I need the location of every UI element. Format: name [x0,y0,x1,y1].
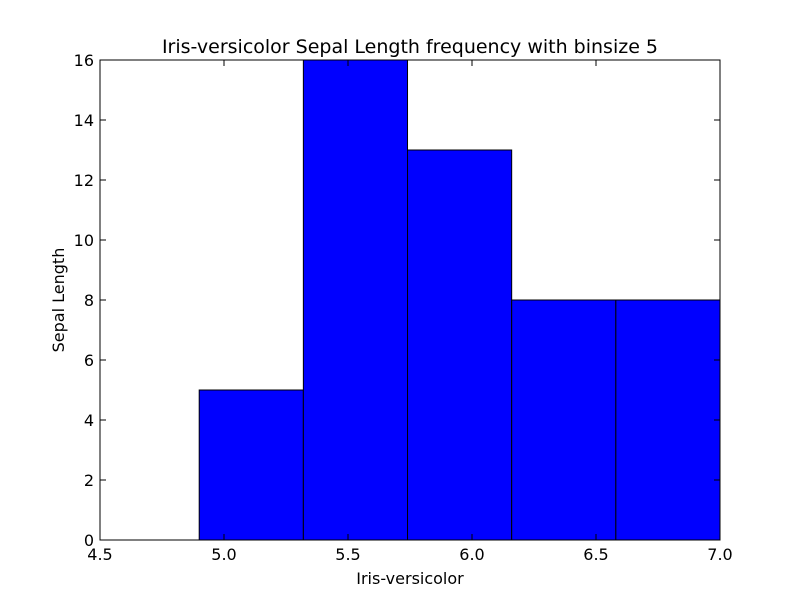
histogram-bar [198,389,304,541]
x-tick-label: 5.5 [335,545,360,564]
histogram-bar [511,299,617,541]
chart-title: Iris-versicolor Sepal Length frequency w… [162,36,658,58]
y-tick-label: 2 [84,471,94,490]
x-tick-label: 6.5 [583,545,608,564]
histogram-bar [302,59,409,541]
y-tick-label: 4 [84,411,94,430]
y-tick-label: 12 [74,171,94,190]
plot-frame [99,59,721,541]
histogram-bar [407,149,513,541]
y-axis-label: Sepal Length [49,248,68,353]
x-tick-label: 6.0 [459,545,484,564]
ticks-group: 4.5 5.0 5.5 6.0 6.5 7.0 0 2 4 6 8 10 12 14 16 [74,51,733,564]
x-axis-label: Iris-versicolor [356,569,464,588]
x-tick-label: 5.0 [211,545,236,564]
y-tick-label: 6 [84,351,94,370]
y-tick-label: 16 [74,51,94,70]
x-tick-label: 4.5 [87,545,112,564]
y-tick-label: 0 [84,531,94,550]
y-tick-label: 10 [74,231,94,250]
y-tick-label: 8 [84,291,94,310]
bars-group [198,59,721,541]
y-tick-label: 14 [74,111,94,130]
histogram-bar [615,299,721,541]
x-tick-label: 7.0 [707,545,732,564]
